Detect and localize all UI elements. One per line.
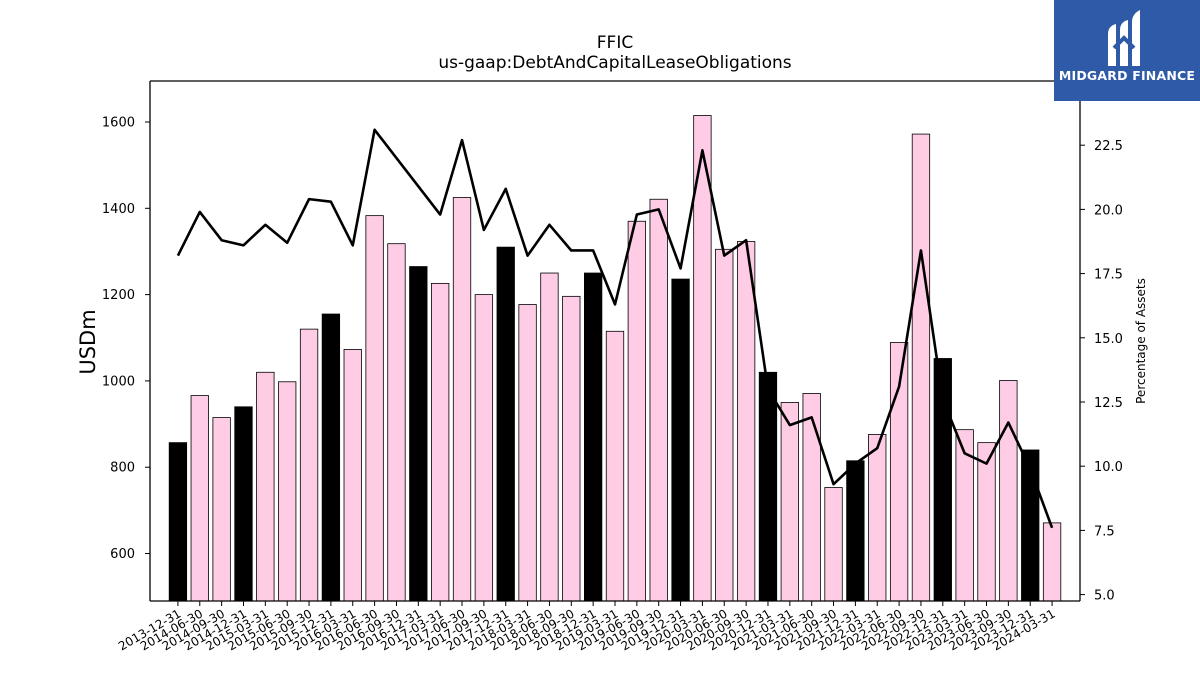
bar	[496, 246, 515, 602]
bar	[452, 197, 472, 602]
y-axis-label: USDm	[76, 309, 100, 374]
bar	[584, 272, 603, 602]
y-tick-label: 600	[110, 547, 135, 562]
y2-tick-label: 20.0	[1094, 203, 1123, 218]
y-tick-label: 800	[110, 461, 135, 476]
y-tick-label: 1200	[102, 288, 135, 303]
bar	[387, 243, 406, 602]
y2-tick-label: 5.0	[1094, 589, 1115, 604]
y2-tick-label: 15.0	[1094, 332, 1123, 347]
y-ticks: 600 800 1000 1200 1400 1600	[102, 115, 150, 562]
bar	[540, 272, 559, 602]
bar	[736, 241, 756, 602]
bar	[868, 434, 887, 602]
logo: MIDGARD FINANCE	[1054, 0, 1200, 101]
y2-tick-label: 12.5	[1094, 396, 1123, 411]
y-tick-label: 1600	[102, 115, 135, 130]
bar	[824, 487, 843, 602]
chart-subtitle: us-gaap:DebtAndCapitalLeaseObligations	[438, 53, 791, 73]
bar	[780, 402, 799, 602]
bar-series	[168, 115, 1062, 602]
series-line	[176, 128, 1054, 529]
bar	[299, 328, 319, 602]
bar	[431, 282, 450, 602]
bar	[671, 278, 690, 602]
y-tick-label: 1400	[102, 202, 135, 217]
y2-tick-label: 7.5	[1094, 524, 1115, 539]
bar	[365, 215, 384, 602]
y2-tick-label: 10.0	[1094, 460, 1123, 475]
logo-text: MIDGARD FINANCE	[1058, 68, 1196, 83]
chart-title: FFIC	[597, 33, 633, 53]
bar	[518, 304, 537, 602]
bar	[846, 460, 865, 602]
bar	[802, 393, 821, 602]
bar	[190, 395, 209, 602]
bar	[911, 133, 931, 602]
bar	[562, 295, 581, 602]
bar	[321, 313, 341, 602]
y2-tick-label: 17.5	[1094, 268, 1123, 283]
bar	[649, 198, 668, 602]
bar	[256, 371, 275, 602]
bar	[715, 248, 734, 602]
bar	[474, 294, 494, 602]
bar	[168, 442, 188, 602]
bar	[758, 371, 778, 602]
bar	[212, 417, 231, 602]
y-tick-label: 1000	[102, 374, 135, 389]
bar	[627, 220, 646, 602]
y2-axis-label: Percentage of Assets	[1134, 278, 1148, 404]
bar	[1042, 522, 1062, 602]
bar	[278, 381, 297, 602]
line-series	[176, 128, 1054, 529]
y2-ticks: 5.0 7.5 10.0 12.5 15.0 17.5 20.0 22.5	[1080, 139, 1123, 604]
bar	[605, 330, 625, 602]
logo-mark-icon	[1108, 10, 1140, 66]
x-ticks: 2013-12-312014-06-302014-09-302014-12-31…	[116, 601, 1058, 653]
bar	[409, 266, 428, 602]
bar	[234, 406, 253, 602]
bar	[999, 380, 1018, 602]
bar	[343, 349, 362, 602]
bar	[977, 442, 996, 602]
bar	[1021, 449, 1040, 602]
y2-tick-label: 22.5	[1094, 139, 1123, 154]
